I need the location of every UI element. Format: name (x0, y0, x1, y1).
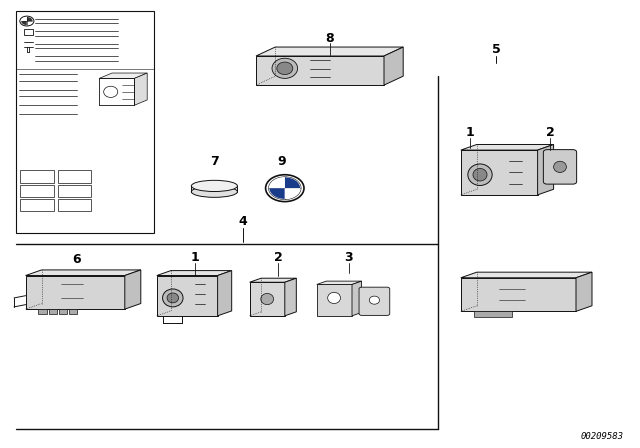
Text: 9: 9 (277, 155, 286, 168)
Bar (474, 311, 512, 317)
Wedge shape (27, 17, 33, 21)
Polygon shape (576, 272, 592, 311)
Wedge shape (27, 21, 33, 25)
Bar (58, 199, 91, 211)
Ellipse shape (266, 175, 304, 202)
Polygon shape (461, 272, 592, 278)
Bar (20, 170, 54, 183)
Bar (58, 170, 91, 183)
Wedge shape (21, 21, 27, 25)
Wedge shape (269, 177, 285, 188)
Polygon shape (384, 47, 403, 85)
Ellipse shape (261, 293, 274, 305)
FancyBboxPatch shape (543, 150, 577, 184)
Polygon shape (134, 73, 147, 105)
Bar (38, 309, 47, 314)
Text: 5: 5 (492, 43, 500, 56)
Wedge shape (21, 17, 27, 21)
Text: 1: 1 (191, 251, 200, 264)
Bar (49, 309, 57, 314)
Polygon shape (285, 278, 296, 316)
Text: 8: 8 (325, 31, 334, 45)
Polygon shape (157, 271, 232, 276)
Ellipse shape (272, 58, 298, 78)
Polygon shape (256, 47, 403, 56)
Polygon shape (256, 56, 384, 85)
Ellipse shape (468, 164, 492, 185)
Ellipse shape (328, 293, 340, 304)
Polygon shape (99, 73, 147, 78)
Text: 6: 6 (72, 253, 81, 267)
Bar (16, 11, 154, 233)
Bar (69, 309, 77, 314)
Ellipse shape (473, 168, 487, 181)
Ellipse shape (277, 62, 293, 74)
Ellipse shape (191, 180, 237, 192)
Polygon shape (250, 278, 296, 282)
Bar (59, 309, 67, 314)
Polygon shape (125, 270, 141, 309)
Wedge shape (285, 177, 300, 188)
Ellipse shape (167, 293, 179, 303)
Polygon shape (250, 282, 285, 316)
Ellipse shape (163, 289, 183, 307)
Ellipse shape (369, 296, 380, 304)
Ellipse shape (554, 161, 566, 172)
Bar (20, 185, 54, 197)
Text: 3: 3 (344, 251, 353, 264)
Polygon shape (317, 284, 352, 316)
Text: 00209583: 00209583 (581, 432, 624, 441)
Polygon shape (461, 278, 576, 311)
Bar (58, 185, 91, 197)
Text: 4: 4 (239, 215, 248, 228)
Text: 1: 1 (466, 125, 475, 139)
Polygon shape (538, 144, 554, 195)
Wedge shape (269, 188, 285, 199)
Polygon shape (461, 150, 538, 195)
Bar (24, 29, 33, 35)
Polygon shape (317, 281, 362, 284)
Polygon shape (26, 276, 125, 309)
Polygon shape (26, 270, 141, 276)
Text: 7: 7 (210, 155, 219, 168)
Wedge shape (285, 188, 300, 199)
Polygon shape (157, 276, 218, 316)
Bar (20, 199, 54, 211)
Polygon shape (352, 281, 362, 316)
Polygon shape (461, 144, 554, 150)
Ellipse shape (191, 186, 237, 197)
Text: 2: 2 (274, 251, 283, 264)
Text: 2: 2 (546, 125, 555, 139)
Polygon shape (218, 271, 232, 316)
FancyBboxPatch shape (359, 287, 390, 315)
